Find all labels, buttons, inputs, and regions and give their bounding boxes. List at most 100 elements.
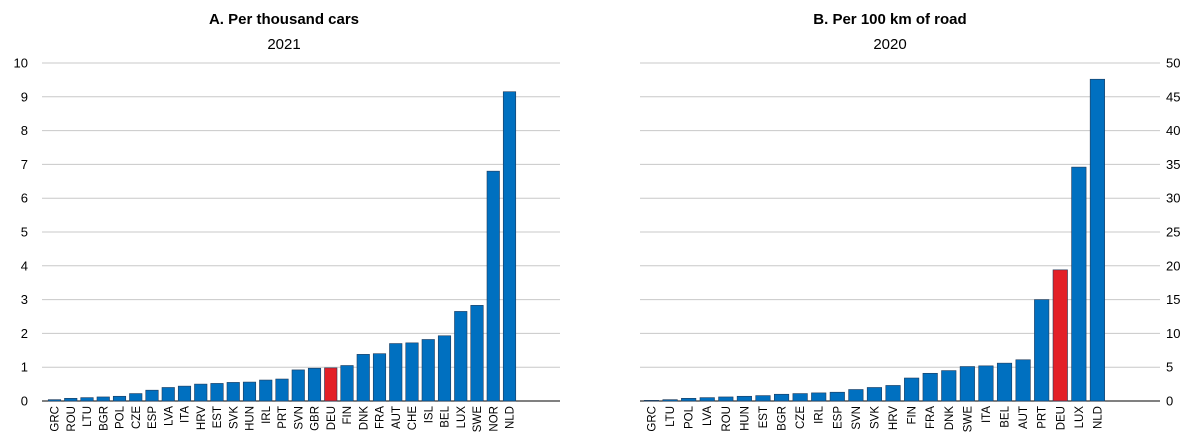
bar-dnk (941, 370, 957, 402)
y-tick-label: 50 (1166, 56, 1180, 71)
panel-b-per-100km-road: B. Per 100 km of road 2020 0 5 10 15 20 25 30 3… (640, 11, 1180, 432)
y-tick-label: 1 (21, 360, 28, 375)
x-tick-label: HUN (245, 406, 257, 431)
x-tick-label: SVK (228, 406, 240, 429)
x-tick-label: GRC (647, 406, 659, 432)
bar-irl (811, 392, 827, 402)
bar-svn (848, 389, 864, 402)
bar-est (210, 383, 224, 402)
x-tick-label: SVN (851, 406, 863, 430)
x-tick-label: LTU (665, 406, 677, 427)
bar-lux (454, 311, 468, 402)
bar-cze (129, 393, 143, 402)
bar-ita (978, 365, 994, 402)
panel-b-subtitle: 2020 (873, 36, 906, 53)
x-tick-label: CHE (407, 406, 419, 431)
x-tick-label: SWE (472, 406, 484, 433)
x-tick-label: BGR (98, 406, 110, 431)
x-tick-label: HUN (739, 406, 751, 431)
bar-dnk (356, 354, 370, 402)
y-tick-label: 5 (21, 225, 28, 240)
x-tick-label: ESP (147, 406, 159, 429)
x-tick-label: BGR (777, 406, 789, 431)
y-tick-label: 10 (14, 56, 28, 71)
bar-prt (275, 378, 289, 402)
bar-gbr (307, 367, 322, 402)
bar-deu (1052, 269, 1068, 402)
bar-ltu (662, 399, 678, 402)
x-tick-label: EST (758, 406, 770, 428)
x-tick-label: SWE (962, 406, 974, 433)
bar-cze (792, 393, 808, 402)
x-tick-label: LUX (1074, 406, 1086, 429)
x-tick-label: NLD (1092, 406, 1104, 429)
bar-aut (1015, 359, 1031, 402)
y-tick-label: 20 (1166, 258, 1180, 273)
x-tick-label: GRC (50, 406, 62, 432)
x-tick-label: PRT (1037, 406, 1049, 429)
bar-esp (829, 391, 845, 402)
panel-b-bars (643, 78, 1105, 402)
y-tick-label: 40 (1166, 123, 1180, 138)
bar-che (405, 342, 419, 402)
bar-svn (291, 369, 305, 402)
x-tick-label: SVN (293, 406, 305, 430)
panel-a-x-axis: GRC ROU LTU BGR POL CZE ESP LVA ITA HRV EST SVK HUN I… (50, 405, 517, 432)
panel-a-y-axis: 0 1 2 3 4 5 6 7 8 9 10 (14, 56, 28, 409)
x-tick-label: NOR (488, 406, 500, 432)
panel-a-per-thousand-cars: A. Per thousand cars 2021 0 1 2 3 4 5 6 7 8 9 10 G… (14, 11, 560, 432)
x-tick-label: HRV (196, 406, 208, 430)
x-tick-label: DNK (358, 406, 370, 431)
x-tick-label: CZE (795, 406, 807, 429)
x-tick-label: POL (684, 405, 696, 429)
x-tick-label: DNK (944, 406, 956, 431)
x-tick-label: NLD (505, 406, 517, 429)
panel-b-title: B. Per 100 km of road (813, 11, 966, 28)
y-tick-label: 15 (1166, 292, 1180, 307)
bar-isl (421, 339, 435, 402)
bar-fin (340, 365, 354, 402)
y-tick-label: 0 (21, 394, 28, 409)
x-tick-label: AUT (1018, 406, 1030, 429)
bar-prt (1034, 299, 1050, 402)
x-tick-label: LVA (702, 406, 714, 426)
x-tick-label: IRL (814, 405, 826, 424)
bar-pol (112, 395, 127, 402)
bar-nld (1089, 78, 1105, 402)
bar-grc (643, 400, 660, 402)
x-tick-label: ITA (981, 406, 993, 423)
panel-a-title: A. Per thousand cars (209, 11, 359, 28)
bar-bgr (774, 393, 790, 402)
x-tick-label: CZE (131, 406, 143, 429)
x-tick-label: ITA (180, 406, 192, 423)
y-tick-label: 2 (21, 326, 28, 341)
x-tick-label: ROU (66, 406, 78, 432)
bar-svk (866, 387, 883, 402)
x-tick-label: ROU (721, 406, 733, 432)
bar-fin (904, 377, 920, 402)
panel-a-gridlines (42, 62, 560, 402)
x-tick-label: FRA (925, 406, 937, 429)
bar-esp (145, 389, 159, 402)
x-tick-label: ISL (423, 405, 435, 423)
bar-lva (699, 397, 715, 402)
y-tick-label: 10 (1166, 326, 1180, 341)
x-tick-label: FIN (342, 406, 354, 425)
bar-swe (959, 366, 975, 402)
bar-est (755, 395, 771, 402)
y-tick-label: 3 (21, 292, 28, 307)
bar-aut (389, 343, 403, 402)
bar-nld (502, 91, 517, 402)
bar-swe (470, 305, 484, 402)
bar-grc (47, 399, 62, 402)
bar-hrv (885, 385, 901, 402)
x-tick-label: PRT (277, 406, 289, 429)
x-tick-label: DEU (326, 406, 338, 430)
y-tick-label: 5 (1166, 360, 1173, 375)
x-tick-label: LVA (163, 406, 175, 426)
bar-bel (996, 362, 1013, 402)
x-tick-label: FRA (375, 406, 387, 429)
x-tick-label: HRV (888, 406, 900, 430)
x-tick-label: AUT (391, 406, 403, 429)
